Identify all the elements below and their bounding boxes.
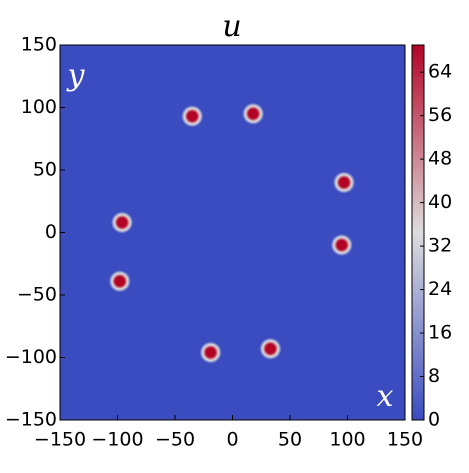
chart-title: u bbox=[222, 9, 241, 44]
x-axis-label: x bbox=[377, 379, 394, 414]
y-tick-label: −50 bbox=[17, 284, 57, 306]
spot bbox=[197, 339, 224, 366]
y-tick-label: −150 bbox=[5, 409, 57, 431]
plot-background bbox=[60, 45, 405, 420]
colorbar bbox=[411, 44, 425, 421]
colorbar-tick-label: 24 bbox=[428, 278, 452, 300]
y-tick-label: 0 bbox=[45, 221, 57, 243]
colorbar-tick-label: 0 bbox=[428, 409, 440, 431]
x-tick-label: 50 bbox=[278, 429, 302, 451]
colorbar-tick-label: 56 bbox=[428, 104, 452, 126]
spot bbox=[109, 209, 136, 236]
x-tick-label: −100 bbox=[91, 429, 143, 451]
y-tick-label: −100 bbox=[5, 346, 57, 368]
spot bbox=[331, 169, 358, 196]
spot bbox=[257, 335, 284, 362]
colorbar-tick-label: 40 bbox=[428, 191, 452, 213]
x-tick-label: 0 bbox=[226, 429, 238, 451]
spot bbox=[106, 268, 133, 295]
colorbar-tick-label: 48 bbox=[428, 148, 452, 170]
colorbar-tick-label: 8 bbox=[428, 365, 440, 387]
colorbar-tick-label: 16 bbox=[428, 322, 452, 344]
x-tick-label: −50 bbox=[155, 429, 195, 451]
y-axis-label: y bbox=[66, 58, 86, 93]
colorbar-tick-label: 64 bbox=[428, 61, 452, 83]
y-tick-label: 150 bbox=[21, 34, 57, 56]
x-tick-label: 100 bbox=[329, 429, 365, 451]
x-tick-label: −150 bbox=[34, 429, 86, 451]
y-tick-label: 50 bbox=[33, 159, 57, 181]
colorbar-tick-label: 32 bbox=[428, 235, 452, 257]
spot bbox=[328, 232, 355, 258]
spot bbox=[179, 103, 206, 130]
spot bbox=[240, 100, 267, 127]
y-tick-label: 100 bbox=[21, 96, 57, 118]
x-tick-label: 150 bbox=[387, 429, 423, 451]
